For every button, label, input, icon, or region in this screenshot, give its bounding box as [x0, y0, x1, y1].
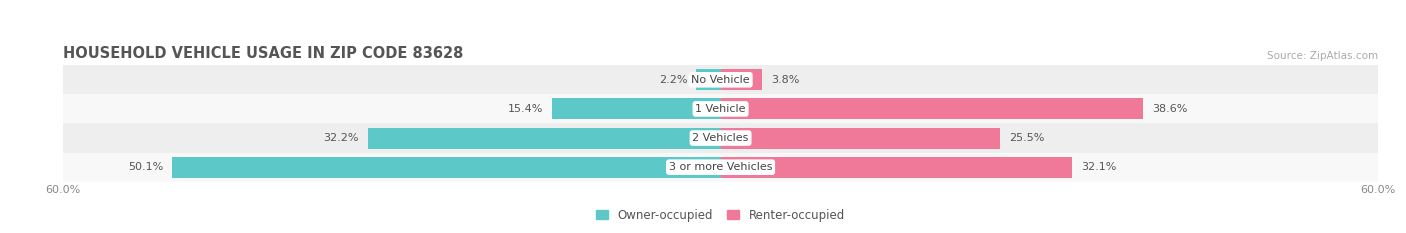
Bar — [720, 157, 1073, 178]
Text: 3.8%: 3.8% — [770, 75, 800, 85]
Text: 2.2%: 2.2% — [659, 75, 688, 85]
Text: 25.5%: 25.5% — [1008, 133, 1045, 143]
Text: No Vehicle: No Vehicle — [692, 75, 749, 85]
Bar — [696, 69, 720, 90]
Bar — [553, 99, 720, 119]
Bar — [63, 123, 1378, 153]
Bar — [63, 65, 1378, 94]
Text: 15.4%: 15.4% — [508, 104, 543, 114]
Bar — [720, 69, 762, 90]
Text: 3 or more Vehicles: 3 or more Vehicles — [669, 162, 772, 172]
Legend: Owner-occupied, Renter-occupied: Owner-occupied, Renter-occupied — [596, 209, 845, 222]
Text: 50.1%: 50.1% — [128, 162, 163, 172]
Bar — [63, 94, 1378, 123]
Text: 2 Vehicles: 2 Vehicles — [692, 133, 749, 143]
Text: HOUSEHOLD VEHICLE USAGE IN ZIP CODE 83628: HOUSEHOLD VEHICLE USAGE IN ZIP CODE 8362… — [63, 46, 464, 61]
Text: 32.1%: 32.1% — [1081, 162, 1116, 172]
Bar — [720, 99, 1143, 119]
Bar — [63, 153, 1378, 182]
Text: 1 Vehicle: 1 Vehicle — [696, 104, 745, 114]
Text: Source: ZipAtlas.com: Source: ZipAtlas.com — [1267, 51, 1378, 61]
Text: 32.2%: 32.2% — [323, 133, 359, 143]
Bar — [368, 128, 720, 149]
Text: 38.6%: 38.6% — [1152, 104, 1188, 114]
Bar — [720, 128, 1000, 149]
Bar — [172, 157, 720, 178]
